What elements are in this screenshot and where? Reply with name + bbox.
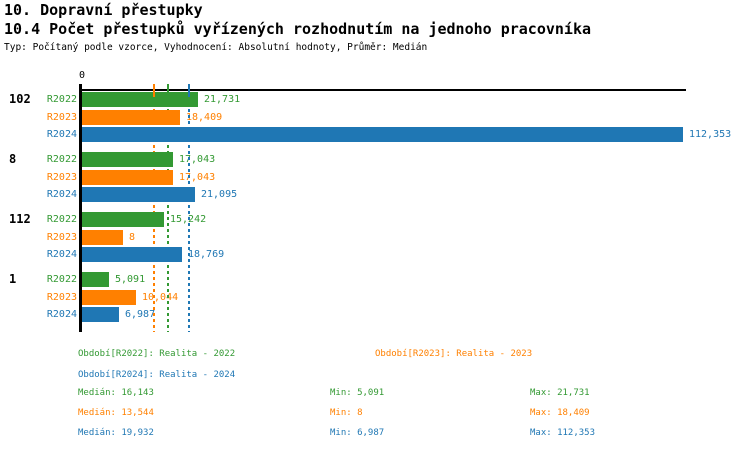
row-label-r2023: R2023 <box>46 231 77 243</box>
stat-median-r2024: Medián: 19,932 <box>78 428 154 438</box>
chart-bar-r2022 <box>82 212 164 227</box>
stat-max-r2023: Max: 18,409 <box>530 408 590 418</box>
row-label-r2022: R2022 <box>46 214 77 225</box>
bar-value-label: 18,409 <box>186 111 223 123</box>
chart-bar-r2024 <box>82 307 119 322</box>
bar-value-label: 6,987 <box>125 309 156 320</box>
group-label: 8 <box>9 152 17 166</box>
bar-value-label: 18,769 <box>188 249 225 260</box>
bar-value-label: 21,731 <box>204 94 241 105</box>
chart-bar-r2024 <box>82 127 683 142</box>
bar-value-label: 21,095 <box>201 189 238 200</box>
stat-min-r2022: Min: 5,091 <box>330 388 385 398</box>
group-label: 112 <box>9 212 31 226</box>
chart-meta-line: Typ: Počítaný podle vzorce, Vyhodnocení:… <box>4 42 428 53</box>
chart-bar-r2023 <box>82 229 123 245</box>
stat-median-r2023: Medián: 13,544 <box>78 408 154 418</box>
stat-median-r2022: Medián: 16,143 <box>78 388 154 398</box>
chart-bar-r2024 <box>82 187 195 202</box>
bar-value-label: 112,353 <box>689 129 732 140</box>
chart-bar-r2022 <box>82 152 173 167</box>
row-label-r2024: R2024 <box>46 249 77 260</box>
legend-item-r2023: Období[R2023]: Realita - 2023 <box>375 349 533 359</box>
row-label-r2024: R2024 <box>46 189 77 200</box>
median-tick-r2024 <box>188 84 190 97</box>
row-label-r2023: R2023 <box>46 171 77 183</box>
group-label: 102 <box>9 92 31 106</box>
chart-bar-r2022 <box>82 272 109 287</box>
bar-value-label: 8 <box>129 231 136 243</box>
legend-item-r2022: Období[R2022]: Realita - 2022 <box>78 349 236 359</box>
chart-bar-r2023 <box>82 289 136 305</box>
legend-item-r2024: Období[R2024]: Realita - 2024 <box>78 370 236 380</box>
row-label-r2023: R2023 <box>46 111 77 123</box>
row-label-r2022: R2022 <box>46 94 77 105</box>
chart-bar-r2024 <box>82 247 182 262</box>
y-axis-line <box>79 84 82 332</box>
chart-bar-r2023 <box>82 169 173 185</box>
median-line-r2022 <box>167 91 169 332</box>
median-line-r2024 <box>188 91 190 332</box>
median-line-r2023 <box>153 91 155 332</box>
stat-max-r2022: Max: 21,731 <box>530 388 590 398</box>
group-label: 1 <box>9 272 17 286</box>
chart-bar-r2023 <box>82 109 180 125</box>
chart-subtitle: 10.4 Počet přestupků vyřízených rozhodnu… <box>4 20 591 38</box>
row-label-r2024: R2024 <box>46 309 77 320</box>
row-label-r2023: R2023 <box>46 291 77 303</box>
chart-title: 10. Dopravní přestupky <box>4 1 203 19</box>
x-axis-line <box>79 89 686 91</box>
x-axis-origin-label: 0 <box>78 70 86 81</box>
bar-value-label: 10,044 <box>142 291 179 303</box>
bar-value-label: 17,043 <box>179 154 216 165</box>
median-tick-r2023 <box>153 84 155 97</box>
median-tick-r2022 <box>167 84 169 97</box>
chart-bar-r2022 <box>82 92 198 107</box>
row-label-r2022: R2022 <box>46 154 77 165</box>
stat-max-r2024: Max: 112,353 <box>530 428 596 438</box>
stat-min-r2024: Min: 6,987 <box>330 428 385 438</box>
bar-value-label: 5,091 <box>115 274 146 285</box>
row-label-r2022: R2022 <box>46 274 77 285</box>
bar-value-label: 17,043 <box>179 171 216 183</box>
stat-min-r2023: Min: 8 <box>330 408 363 418</box>
row-label-r2024: R2024 <box>46 129 77 140</box>
